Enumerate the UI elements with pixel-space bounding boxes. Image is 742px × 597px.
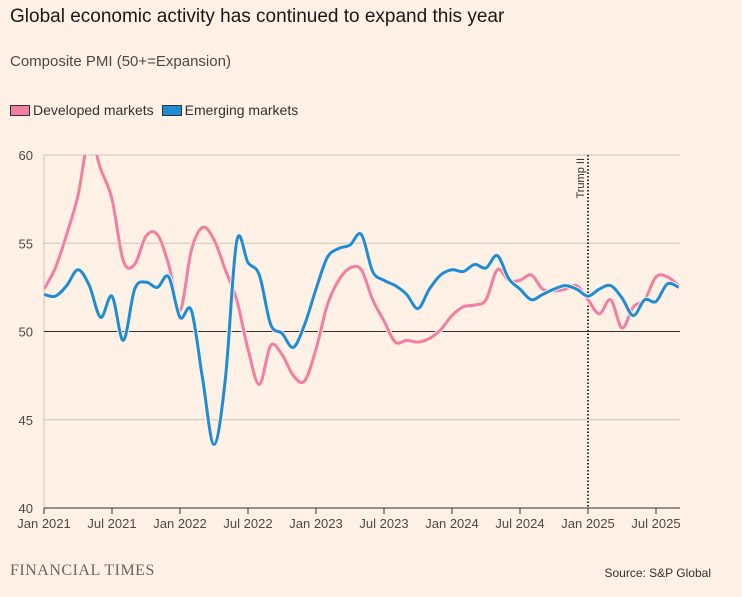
legend-swatch-developed: [10, 104, 30, 116]
x-tick-label: Jan 2025: [561, 516, 615, 531]
legend-label-developed: Developed markets: [33, 102, 154, 118]
series-line-emerging-markets: [44, 232, 680, 446]
trump-ii-annotation: Trump II: [575, 158, 587, 199]
legend-item-developed: Developed markets: [10, 102, 154, 118]
y-tick-label: 60: [19, 148, 33, 163]
x-tick-label: Jul 2023: [359, 516, 408, 531]
x-tick-label: Jul 2025: [631, 516, 680, 531]
ft-logo: FINANCIAL TIMES: [10, 562, 155, 579]
y-tick-label: 45: [19, 413, 33, 428]
y-tick-label: 50: [19, 325, 33, 340]
legend: Developed markets Emerging markets: [10, 102, 298, 118]
chart-subtitle: Composite PMI (50+=Expansion): [10, 53, 231, 70]
y-tick-label: 55: [19, 236, 33, 251]
x-tick-label: Jan 2023: [289, 516, 343, 531]
y-tick-label: 40: [19, 501, 33, 516]
x-tick-label: Jan 2021: [17, 516, 71, 531]
legend-swatch-emerging: [161, 104, 182, 116]
x-tick-label: Jul 2022: [223, 516, 272, 531]
legend-item-emerging: Emerging markets: [161, 102, 299, 118]
series-halo-emerging: [44, 231, 680, 447]
chart-title: Global economic activity has continued t…: [10, 6, 505, 27]
x-tick-label: Jul 2024: [495, 516, 544, 531]
x-tick-label: Jan 2022: [153, 516, 207, 531]
x-tick-label: Jul 2021: [87, 516, 136, 531]
legend-label-emerging: Emerging markets: [184, 102, 299, 118]
source-note: Source: S&P Global: [604, 566, 711, 580]
x-tick-label: Jan 2024: [425, 516, 479, 531]
